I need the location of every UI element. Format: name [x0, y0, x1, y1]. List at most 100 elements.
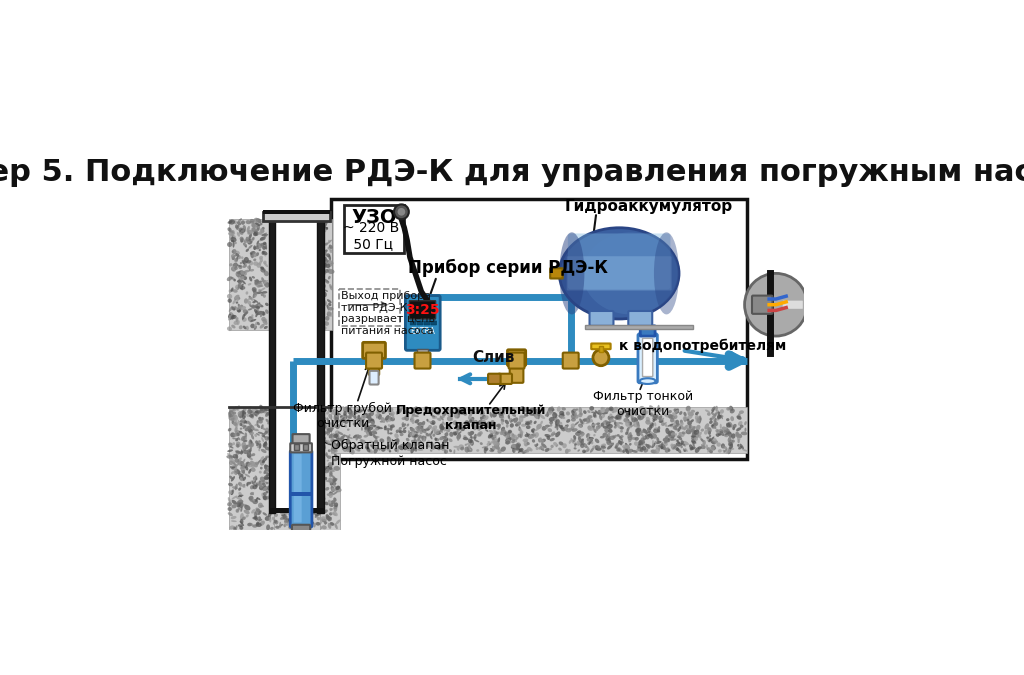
Ellipse shape [278, 442, 282, 446]
Ellipse shape [579, 407, 582, 413]
Ellipse shape [237, 500, 244, 505]
Ellipse shape [241, 275, 245, 279]
Ellipse shape [314, 512, 321, 516]
Ellipse shape [285, 494, 290, 498]
Ellipse shape [471, 420, 475, 423]
Ellipse shape [249, 441, 251, 446]
Ellipse shape [238, 271, 241, 275]
Ellipse shape [479, 419, 485, 424]
Ellipse shape [280, 509, 285, 515]
Ellipse shape [286, 492, 290, 496]
Ellipse shape [442, 421, 444, 425]
Ellipse shape [306, 516, 310, 519]
Ellipse shape [266, 472, 269, 477]
Ellipse shape [662, 444, 666, 450]
Ellipse shape [227, 327, 232, 331]
Ellipse shape [404, 412, 409, 414]
Ellipse shape [304, 481, 307, 483]
Ellipse shape [240, 415, 244, 418]
Ellipse shape [457, 410, 461, 415]
Ellipse shape [415, 419, 419, 423]
Ellipse shape [304, 504, 309, 506]
Ellipse shape [325, 477, 328, 480]
Ellipse shape [257, 281, 262, 284]
Ellipse shape [309, 475, 312, 478]
Ellipse shape [575, 431, 581, 436]
Ellipse shape [567, 449, 570, 452]
Ellipse shape [624, 447, 628, 453]
Ellipse shape [254, 480, 256, 483]
Ellipse shape [681, 440, 684, 443]
Ellipse shape [413, 448, 417, 452]
Ellipse shape [273, 505, 280, 508]
Ellipse shape [251, 414, 254, 418]
Ellipse shape [561, 407, 566, 410]
Ellipse shape [709, 438, 711, 442]
Ellipse shape [323, 437, 326, 439]
Ellipse shape [586, 421, 591, 424]
Ellipse shape [362, 419, 365, 421]
Ellipse shape [459, 444, 464, 450]
Ellipse shape [313, 326, 319, 331]
Ellipse shape [385, 428, 390, 431]
Ellipse shape [300, 440, 305, 446]
Ellipse shape [298, 457, 301, 461]
Ellipse shape [318, 276, 323, 279]
Ellipse shape [606, 439, 611, 445]
Ellipse shape [465, 447, 469, 453]
Ellipse shape [243, 260, 246, 265]
Ellipse shape [550, 424, 552, 427]
Ellipse shape [289, 508, 294, 510]
Ellipse shape [478, 426, 482, 430]
Ellipse shape [610, 443, 614, 447]
Ellipse shape [334, 483, 336, 485]
Ellipse shape [325, 269, 329, 273]
Ellipse shape [292, 483, 295, 485]
Ellipse shape [257, 460, 261, 464]
FancyBboxPatch shape [406, 296, 440, 350]
Ellipse shape [332, 433, 336, 436]
Ellipse shape [480, 416, 482, 421]
FancyBboxPatch shape [344, 205, 404, 253]
Ellipse shape [310, 428, 315, 433]
Ellipse shape [655, 445, 660, 450]
Ellipse shape [690, 430, 695, 433]
Ellipse shape [323, 223, 326, 225]
Ellipse shape [279, 410, 282, 414]
Ellipse shape [653, 429, 658, 433]
Ellipse shape [278, 448, 281, 450]
Ellipse shape [691, 439, 695, 443]
Ellipse shape [291, 469, 295, 473]
Ellipse shape [360, 439, 364, 441]
Ellipse shape [240, 284, 244, 290]
Ellipse shape [418, 422, 423, 425]
Ellipse shape [514, 448, 520, 451]
Ellipse shape [565, 425, 567, 428]
Ellipse shape [254, 247, 257, 250]
Ellipse shape [371, 421, 375, 425]
Ellipse shape [256, 522, 259, 526]
Ellipse shape [556, 444, 558, 447]
Ellipse shape [720, 424, 722, 429]
Ellipse shape [571, 418, 575, 422]
Ellipse shape [258, 432, 263, 434]
Ellipse shape [276, 481, 281, 485]
Ellipse shape [625, 443, 627, 445]
Ellipse shape [265, 477, 270, 479]
Ellipse shape [697, 428, 699, 431]
Ellipse shape [306, 446, 309, 449]
Circle shape [744, 273, 807, 336]
Ellipse shape [439, 424, 444, 431]
Ellipse shape [302, 490, 306, 494]
Ellipse shape [324, 327, 327, 329]
Ellipse shape [726, 423, 729, 428]
Ellipse shape [679, 411, 682, 415]
FancyBboxPatch shape [290, 443, 312, 452]
Ellipse shape [556, 424, 558, 431]
Ellipse shape [280, 464, 282, 466]
Ellipse shape [268, 495, 272, 500]
Ellipse shape [334, 502, 338, 507]
Ellipse shape [245, 428, 249, 431]
Ellipse shape [378, 414, 382, 420]
Ellipse shape [352, 423, 356, 426]
